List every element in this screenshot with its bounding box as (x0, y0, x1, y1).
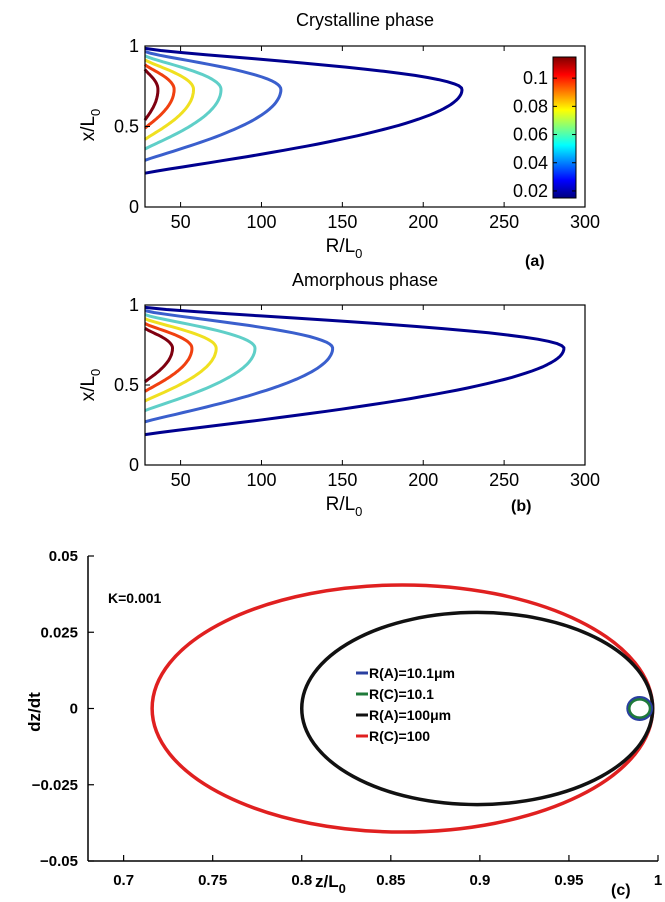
chart-b-xtick-label-2: 150 (327, 470, 357, 490)
series-ellipse-0 (626, 695, 654, 722)
chart-c: 0.7 0.75 0.8 0.85 0.9 0.95 1 0.05 0.025 0 −0.025 −0… (25, 548, 662, 899)
chart-b-axes: 50 100 150 200 250 300 0 0.5 1 (114, 295, 600, 490)
chart-a-xtick-label-2: 150 (327, 212, 357, 232)
series-ellipse-2 (300, 610, 655, 807)
chart-b-ytick-label-2: 1 (129, 295, 139, 315)
chart-a-xtick-label-1: 100 (246, 212, 276, 232)
chart-b-curves (144, 305, 566, 437)
chart-a-xlabel: R/L0 (326, 236, 363, 261)
chart-b-panel-label: (b) (511, 498, 531, 515)
chart-b-ylabel: x/L0 (78, 369, 103, 402)
chart-b: Amorphous phase 50 100 150 200 250 300 0 0.5 1 R… (78, 270, 600, 519)
legend-label-0: R(A)=10.1μm (369, 665, 455, 681)
chart-c-xtick-label-4: 0.9 (469, 872, 490, 889)
chart-b-xtick-label-3: 200 (408, 470, 438, 490)
colorbar-tick-label-3: 0.04 (513, 153, 548, 173)
chart-c-curves (150, 583, 655, 834)
series-ellipse-1 (628, 698, 652, 719)
chart-c-ytick-label-4: −0.05 (40, 853, 78, 870)
chart-b-curve-4 (144, 322, 194, 393)
chart-b-xtick-label-0: 50 (171, 470, 191, 490)
chart-b-xtick-label-5: 300 (570, 470, 600, 490)
chart-a-ytick-label-1: 0.5 (114, 117, 139, 137)
chart-c-xtick-label-6: 1 (654, 872, 662, 889)
chart-a-curves (143, 46, 464, 175)
chart-a-curve-1 (144, 50, 283, 162)
chart-c-ytick-label-0: 0.05 (49, 548, 78, 565)
chart-b-ytick-label-1: 0.5 (114, 375, 139, 395)
chart-c-ticks: 0.7 0.75 0.8 0.85 0.9 0.95 1 0.05 0.025 0 −0.025 −0… (32, 548, 662, 889)
chart-a-ytick-label-0: 0 (129, 197, 139, 217)
chart-b-xtick-label-4: 250 (489, 470, 519, 490)
chart-b-title: Amorphous phase (292, 270, 438, 290)
chart-a-title: Crystalline phase (296, 10, 434, 30)
chart-a-panel-label: (a) (525, 253, 545, 270)
chart-b-ytick-label-0: 0 (129, 455, 139, 475)
chart-a-curve-3 (144, 58, 195, 141)
chart-c-legend: R(A)=10.1μm R(C)=10.1 R(A)=100μm R(C)=100 (356, 665, 455, 744)
chart-b-curve-1 (144, 309, 335, 424)
chart-a-axes: 50 100 150 200 250 300 0 0.5 1 (114, 36, 600, 232)
chart-b-curve-5 (144, 327, 174, 383)
chart-c-xtick-label-5: 0.95 (554, 872, 583, 889)
chart-a-curve-4 (143, 63, 176, 130)
chart-c-xtick-label-3: 0.85 (376, 872, 405, 889)
colorbar-tick-label-4: 0.02 (513, 181, 548, 201)
chart-a-xtick-label-3: 200 (408, 212, 438, 232)
chart-a-xtick-label-5: 300 (570, 212, 600, 232)
chart-c-panel-label: (c) (611, 882, 631, 899)
chart-a-colorbar: 0.1 0.08 0.06 0.04 0.02 (513, 56, 577, 201)
legend-label-2: R(A)=100μm (369, 707, 451, 723)
legend-label-3: R(C)=100 (369, 728, 430, 744)
chart-a-curve-5 (143, 68, 160, 121)
chart-b-xtick-label-1: 100 (246, 470, 276, 490)
chart-a-xtick-label-0: 50 (171, 212, 191, 232)
chart-b-curve-3 (144, 317, 218, 403)
chart-c-ytick-label-3: −0.025 (32, 777, 78, 794)
chart-b-xlabel: R/L0 (326, 494, 363, 519)
chart-a-curve-2 (144, 54, 223, 151)
chart-c-ylabel: dz/dt (25, 692, 44, 732)
chart-a: Crystalline phase 50 100 150 200 250 300 0 0.5 1… (78, 10, 600, 270)
chart-c-annotation: K=0.001 (108, 590, 162, 606)
chart-c-xtick-label-1: 0.75 (198, 872, 227, 889)
colorbar-gradient (552, 56, 577, 199)
chart-a-ylabel: x/L0 (78, 109, 103, 142)
chart-c-ytick-label-2: 0 (70, 701, 78, 718)
chart-a-curve-0 (144, 46, 464, 175)
chart-a-ytick-label-2: 1 (129, 36, 139, 56)
chart-c-xlabel: z/L0 (315, 872, 346, 896)
chart-c-ytick-label-1: 0.025 (40, 624, 78, 641)
colorbar-tick-label-1: 0.08 (513, 96, 548, 116)
chart-b-curve-0 (144, 305, 566, 437)
colorbar-tick-label-0: 0.1 (523, 68, 548, 88)
colorbar-tick-label-2: 0.06 (513, 125, 548, 145)
chart-a-xtick-label-4: 250 (489, 212, 519, 232)
chart-c-xtick-label-2: 0.8 (291, 872, 312, 889)
chart-b-curve-2 (144, 313, 257, 412)
chart-c-xtick-label-0: 0.7 (113, 872, 134, 889)
legend-label-1: R(C)=10.1 (369, 686, 434, 702)
